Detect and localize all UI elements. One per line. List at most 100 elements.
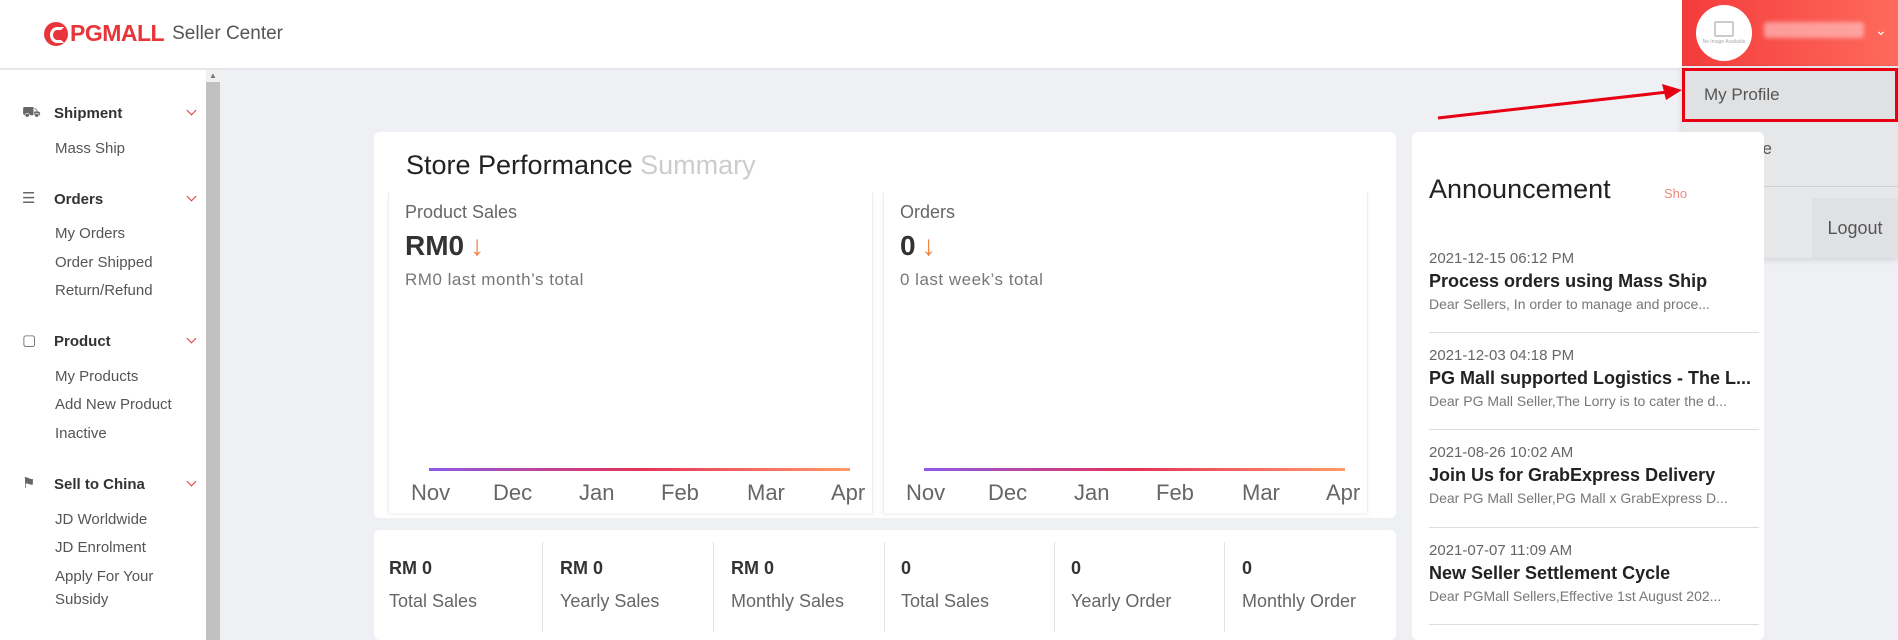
- announcement-item[interactable]: 2021-07-07 11:09 AM New Seller Settlemen…: [1429, 542, 1759, 604]
- sidebar-section-orders[interactable]: ☰ Orders: [22, 190, 198, 208]
- announcement-item[interactable]: 2021-12-15 06:12 PM Process orders using…: [1429, 250, 1759, 312]
- stat-divider: [713, 542, 714, 632]
- pgmall-logo-icon: [44, 21, 68, 46]
- stat-value: 0: [1242, 558, 1253, 578]
- announcement-headline: Join Us for GrabExpress Delivery: [1429, 465, 1716, 485]
- sidebar-item-apply-subsidy-line2[interactable]: Subsidy: [55, 591, 109, 608]
- month-tick: Feb: [661, 480, 699, 505]
- sidebar-item-inactive[interactable]: Inactive: [55, 425, 107, 442]
- stat-value: RM 0: [560, 558, 604, 578]
- store-performance-card: Store Performance Summary Product Sales …: [374, 132, 1396, 518]
- annotation-arrow: [1437, 84, 1682, 120]
- stat-divider: [1224, 542, 1225, 632]
- total-orders-stat: 0 Total Sales: [901, 558, 1071, 612]
- show-all-link[interactable]: Sho: [1664, 186, 1688, 201]
- stat-label: Yearly Order: [1071, 591, 1172, 611]
- panel-value: RM0 ↓: [405, 230, 484, 262]
- section-title: Sell to China: [54, 475, 145, 493]
- menu-divider: [1682, 186, 1898, 187]
- sidebar-item-order-shipped[interactable]: Order Shipped: [55, 254, 153, 271]
- sidebar-scrollbar[interactable]: [206, 70, 220, 640]
- announcement-separator: [1429, 429, 1759, 430]
- title-muted: Summary: [640, 150, 756, 180]
- sidebar-item-my-products[interactable]: My Products: [55, 368, 139, 385]
- month-tick: Nov: [906, 480, 946, 505]
- arrow-down-icon: ↓: [470, 230, 485, 261]
- stat-value: 0: [1071, 558, 1082, 578]
- announcement-item[interactable]: 2021-08-26 10:02 AM Join Us for GrabExpr…: [1429, 444, 1759, 506]
- announcement-excerpt: Dear PG Mall Seller,PG Mall x GrabExpres…: [1429, 490, 1728, 506]
- stat-divider: [1054, 542, 1055, 632]
- logout-button[interactable]: Logout: [1812, 198, 1898, 258]
- menu-item-my-profile[interactable]: My Profile: [1682, 68, 1898, 122]
- chevron-down-icon: ⌄: [1875, 22, 1887, 38]
- monthly-order-stat: 0 Monthly Order: [1242, 558, 1412, 612]
- stat-value: RM 0: [389, 558, 433, 578]
- section-title: Product: [54, 332, 111, 350]
- stat-divider: [884, 542, 885, 632]
- panel-note: RM0 last month’s total: [405, 270, 584, 289]
- sidebar-item-my-orders[interactable]: My Orders: [55, 225, 126, 242]
- stat-label: Yearly Sales: [560, 591, 660, 611]
- sidebar-nav: ⛟ Shipment Mass Ship ☰ Orders My Orders …: [0, 70, 206, 640]
- top-header: PGMALL Seller Center: [0, 0, 1898, 68]
- month-tick: Feb: [1156, 480, 1194, 505]
- announcement-excerpt: Dear Sellers, In order to manage and pro…: [1429, 296, 1710, 312]
- sidebar-item-return-refund[interactable]: Return/Refund: [55, 282, 153, 299]
- sidebar-item-add-new-product[interactable]: Add New Product: [55, 396, 172, 413]
- stat-label: Total Sales: [389, 591, 478, 611]
- value-text: RM0: [405, 230, 465, 261]
- sidebar-section-sell-to-china[interactable]: ⚑ Sell to China: [22, 475, 198, 493]
- stat-value: RM 0: [731, 558, 775, 578]
- stat-label: Total Sales: [901, 591, 990, 611]
- month-tick: Dec: [988, 480, 1028, 505]
- sidebar-item-jd-enrolment[interactable]: JD Enrolment: [55, 539, 146, 556]
- yearly-sales-stat: RM 0 Yearly Sales: [560, 558, 730, 612]
- yearly-order-stat: 0 Yearly Order: [1071, 558, 1241, 612]
- user-menu-trigger[interactable]: No Image Available ⌄: [1682, 0, 1898, 66]
- logo-text: PGMALL: [70, 20, 165, 46]
- sidebar-item-mass-ship[interactable]: Mass Ship: [55, 140, 126, 157]
- user-dropdown-menu: My Profile My Store Logout: [1682, 66, 1898, 258]
- value-text: 0: [900, 230, 916, 261]
- sidebar-section-shipment[interactable]: ⛟ Shipment: [22, 104, 198, 122]
- sidebar-item-apply-subsidy[interactable]: Apply For Your: [55, 568, 154, 585]
- panel-note: 0 last week’s total: [900, 270, 1044, 289]
- announcement-headline: New Seller Settlement Cycle: [1429, 563, 1671, 583]
- trend-line: [429, 468, 850, 471]
- totals-summary-card: RM 0 Total Sales RM 0 Yearly Sales RM 0 …: [374, 530, 1396, 640]
- month-tick: Mar: [1242, 480, 1280, 505]
- announcement-separator: [1429, 527, 1759, 528]
- announcement-separator: [1429, 332, 1759, 333]
- stat-label: Monthly Order: [1242, 591, 1357, 611]
- chevron-down-icon: [186, 107, 198, 119]
- product-sales-panel: Product Sales RM0 ↓ RM0 last month’s tota…: [388, 192, 873, 513]
- user-name-blurred: [1764, 22, 1864, 38]
- pgmall-logo[interactable]: PGMALL Seller Center: [44, 20, 283, 47]
- avatar-caption: No Image Available: [1702, 39, 1746, 45]
- scroll-up-arrow-icon[interactable]: ▲: [206, 70, 220, 82]
- announcement-headline: Process orders using Mass Ship: [1429, 271, 1708, 291]
- trend-line: [924, 468, 1345, 471]
- stat-value: 0: [901, 558, 912, 578]
- month-tick: Apr: [1326, 480, 1361, 505]
- total-sales-stat: RM 0 Total Sales: [389, 558, 559, 612]
- panel-value: 0 ↓: [900, 230, 936, 262]
- list-icon: ☰: [22, 190, 36, 207]
- sidebar-item-jd-worldwide[interactable]: JD Worldwide: [55, 511, 148, 528]
- sidebar-section-product[interactable]: ▢ Product: [22, 332, 198, 350]
- announcement-headline: PG Mall supported Logistics - The L...: [1429, 368, 1752, 388]
- chevron-down-icon: [186, 193, 198, 205]
- announcement-date: 2021-08-26 10:02 AM: [1429, 444, 1574, 461]
- month-tick: Dec: [493, 480, 533, 505]
- announcement-separator: [1429, 624, 1759, 625]
- announcement-item[interactable]: 2021-12-03 04:18 PM PG Mall supported Lo…: [1429, 347, 1759, 409]
- flag-icon: ⚑: [22, 475, 36, 492]
- month-tick: Jan: [1074, 480, 1110, 505]
- month-tick: Apr: [831, 480, 866, 505]
- section-title: Orders: [54, 190, 104, 208]
- month-tick: Jan: [579, 480, 615, 505]
- panel-label: Orders: [900, 202, 956, 222]
- announcement-excerpt: Dear PGMall Sellers,Effective 1st August…: [1429, 588, 1722, 604]
- monthly-sales-stat: RM 0 Monthly Sales: [731, 558, 901, 612]
